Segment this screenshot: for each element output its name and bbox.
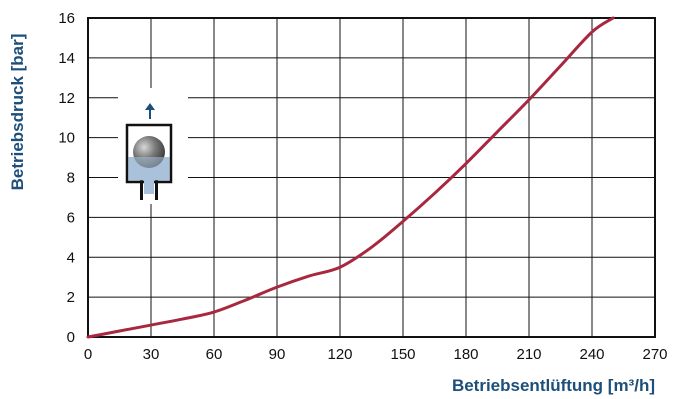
x-tick-label: 120 <box>327 346 352 363</box>
y-axis-title: Betriebsdruck [bar] <box>8 34 27 191</box>
y-tick-label: 2 <box>67 289 75 306</box>
x-tick-label: 210 <box>516 346 541 363</box>
y-tick-label: 4 <box>67 249 75 266</box>
x-axis-ticks: 0 30 60 90 120 150 180 210 240 270 <box>84 346 668 363</box>
x-tick-label: 30 <box>143 346 160 363</box>
plot-frame <box>87 17 656 338</box>
x-tick-label: 90 <box>269 346 286 363</box>
y-tick-label: 10 <box>58 130 75 147</box>
x-tick-label: 150 <box>390 346 415 363</box>
y-tick-label: 12 <box>58 90 75 107</box>
x-tick-label: 270 <box>642 346 667 363</box>
x-tick-label: 180 <box>453 346 478 363</box>
series-line <box>86 16 615 339</box>
y-tick-label: 6 <box>67 209 75 226</box>
x-tick-label: 0 <box>84 346 92 363</box>
x-tick-label: 60 <box>206 346 223 363</box>
y-axis-ticks: 0 2 4 6 8 10 12 14 16 <box>58 10 75 346</box>
y-tick-label: 16 <box>58 10 75 27</box>
y-tick-label: 0 <box>67 329 75 346</box>
float-valve-icon <box>118 88 188 204</box>
x-tick-label: 240 <box>579 346 604 363</box>
y-tick-label: 14 <box>58 50 75 67</box>
x-axis-title: Betriebsentlüftung [m³/h] <box>452 376 655 395</box>
y-tick-label: 8 <box>67 170 75 187</box>
